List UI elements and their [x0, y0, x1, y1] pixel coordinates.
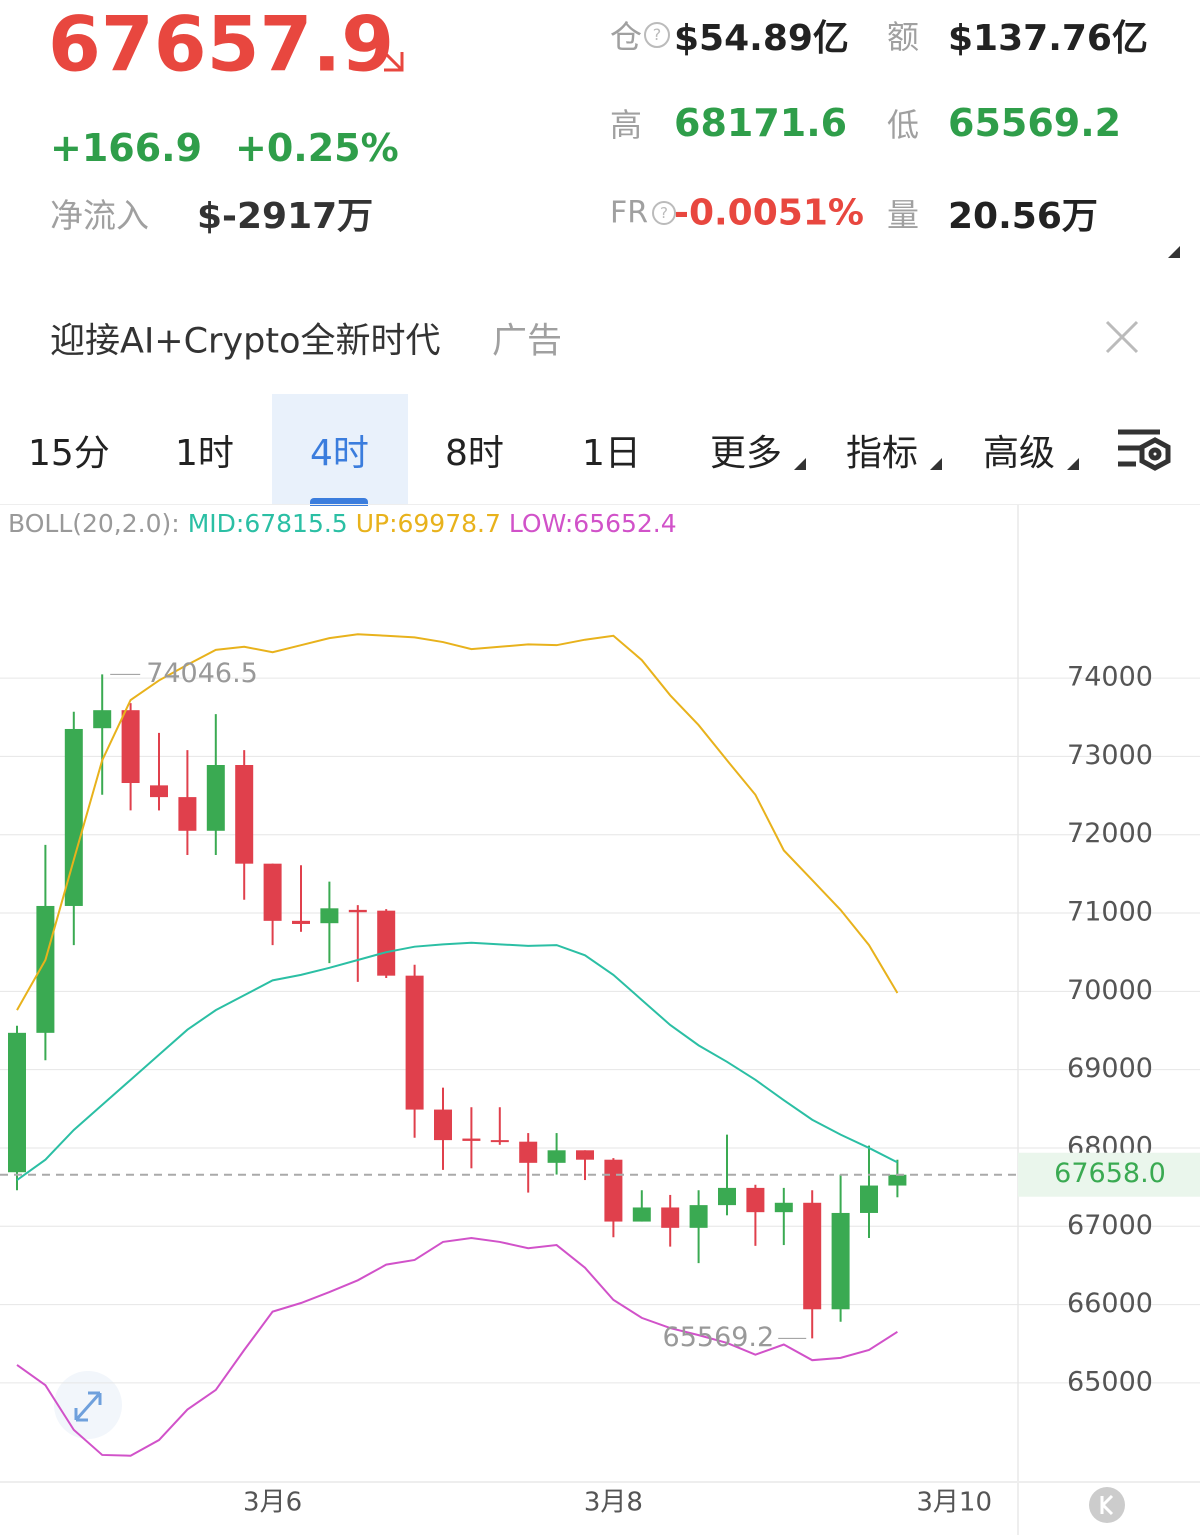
candle-body [774, 1202, 793, 1213]
candle-body [405, 975, 424, 1110]
candle-body [206, 765, 225, 831]
tab-icons [0, 429, 1200, 505]
max-label: 74046.5 [146, 658, 258, 689]
ad-text[interactable]: 迎接AI+Crypto全新时代 [50, 321, 441, 362]
candle-body [547, 1150, 566, 1163]
expand-icon [74, 1391, 102, 1422]
chart-settings[interactable] [1118, 429, 1171, 471]
legend-entry: LOW:65652.4 [509, 509, 677, 538]
tab[interactable]: 1时 [175, 433, 234, 474]
candle-body [93, 710, 112, 729]
indicator-legend: BOLL(20,2.0): MID:67815.5 UP:69978.7 LOW:65… [8, 509, 677, 538]
down-arrow [374, 42, 404, 72]
tab[interactable]: 8时 [445, 433, 504, 474]
y-tick-label: 67000 [1067, 1210, 1153, 1241]
legend-entry: UP:69978.7 [356, 509, 501, 538]
x-tick-label: 3月6 [243, 1488, 302, 1518]
stat-value: -0.0051% [674, 192, 864, 234]
help-icon[interactable]: ? [644, 22, 670, 48]
candle-body [121, 710, 140, 784]
tab[interactable]: 15分 [28, 433, 110, 474]
indicator-name: BOLL(20,2.0): [8, 509, 180, 538]
candle-body [576, 1150, 594, 1160]
legend-entry: MID:67815.5 [188, 509, 348, 538]
candle-body [803, 1202, 822, 1310]
candle-body [689, 1205, 708, 1228]
candle-body [377, 910, 396, 976]
stat-label: FR [610, 195, 649, 231]
active-tab-underline [310, 498, 368, 506]
band-line [16, 633, 899, 1011]
y-tick-label: 71000 [1067, 897, 1153, 928]
y-tick-label: 69000 [1067, 1053, 1153, 1084]
stat-value: $137.76亿 [948, 18, 1148, 59]
band-line [16, 941, 898, 1181]
tab[interactable]: 1日 [582, 433, 641, 474]
candle-body [888, 1174, 907, 1186]
change: +166.9 [50, 126, 203, 170]
candle-body [64, 728, 83, 906]
candle-body [36, 905, 55, 1033]
k-icon [1100, 1494, 1114, 1516]
y-tick-label: 66000 [1067, 1288, 1153, 1319]
stat-value: 65569.2 [948, 101, 1122, 145]
y-tick-label: 74000 [1067, 662, 1153, 693]
candle-body [632, 1207, 651, 1222]
candle-body [746, 1187, 765, 1213]
stat-value: 68171.6 [674, 101, 848, 145]
x-tick-label: 3月10 [916, 1488, 992, 1518]
y-tick-label: 73000 [1067, 740, 1153, 771]
candle-body [519, 1141, 538, 1163]
stat-label: 低 [887, 106, 920, 144]
stat-value: $54.89亿 [674, 18, 849, 59]
candle-body [178, 797, 197, 831]
candle-body [860, 1185, 878, 1213]
stat-label: 额 [887, 18, 920, 56]
candle-body [292, 920, 310, 924]
candle-body [462, 1138, 481, 1141]
candle-body [831, 1212, 850, 1310]
active-tab-bg [272, 394, 408, 505]
corner-triangle [1168, 246, 1180, 258]
help-icon[interactable]: ? [652, 201, 676, 225]
candle-body [150, 785, 168, 798]
price: 67657.9 [48, 0, 395, 89]
stat-label: 仓 [610, 18, 643, 56]
y-tick-label: 70000 [1067, 975, 1153, 1006]
min-label: 65569.2 [663, 1322, 775, 1353]
tab[interactable]: 更多 [710, 433, 783, 474]
candle-body [718, 1187, 736, 1206]
tab[interactable]: 高级 [983, 433, 1056, 474]
y-tick-label: 72000 [1067, 818, 1153, 849]
x-tick-label: 3月8 [584, 1488, 643, 1518]
stat-label: 高 [610, 106, 643, 144]
net-inflow: $-2917万 [197, 196, 374, 237]
ad-tag: 广告 [492, 321, 563, 362]
tab[interactable]: 4时 [310, 433, 369, 474]
y-tick-label: 65000 [1067, 1366, 1153, 1397]
change-pct: +0.25% [235, 126, 399, 170]
k-button[interactable] [1089, 1487, 1125, 1523]
stat-value: 20.56万 [948, 196, 1098, 237]
candle-body [490, 1140, 509, 1143]
candle-body [434, 1109, 452, 1141]
band-line [16, 1237, 898, 1457]
candle-body [604, 1159, 623, 1222]
tab[interactable]: 指标 [846, 433, 919, 474]
last-price-label: 67658.0 [1054, 1158, 1166, 1189]
candle-body [320, 908, 339, 924]
net-inflow-label: 净流入 [50, 196, 149, 235]
candle-body [263, 863, 282, 921]
last-price-box [1018, 1152, 1200, 1197]
close-ad[interactable] [1104, 319, 1140, 355]
candle-body [348, 909, 367, 913]
candle-body [235, 765, 254, 864]
candle-body [8, 1032, 26, 1173]
stat-label: 量 [887, 196, 920, 234]
candle-body [661, 1207, 680, 1228]
